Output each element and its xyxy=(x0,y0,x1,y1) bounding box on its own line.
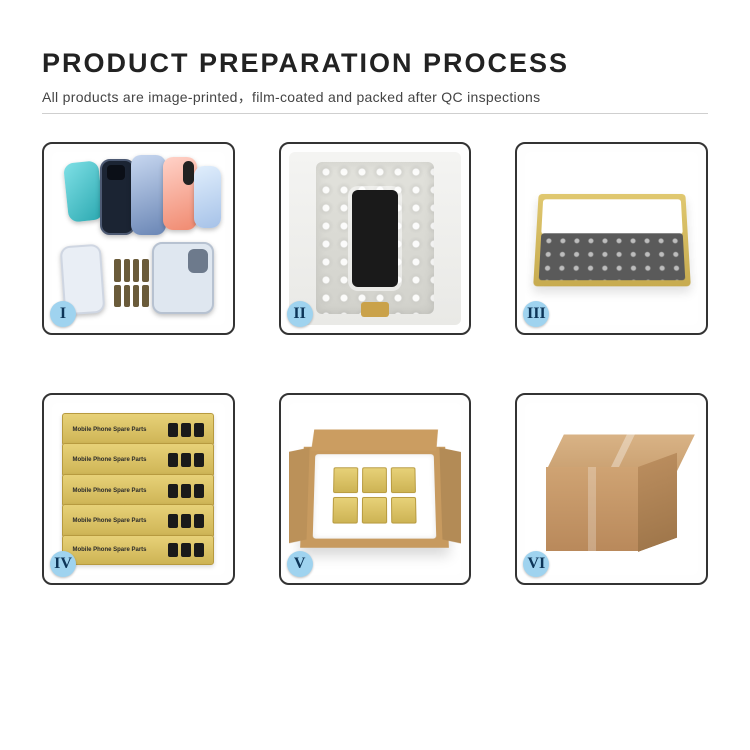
step-badge-1: I xyxy=(50,301,76,327)
box-stack-icon: Mobile Phone Spare Parts Mobile Phone Sp… xyxy=(62,413,214,565)
step-illustration-6 xyxy=(525,403,698,576)
step-badge-2: II xyxy=(287,301,313,327)
step-illustration-1 xyxy=(52,152,225,325)
carton-flap-icon xyxy=(289,448,310,547)
phone-disassembled-icon xyxy=(152,242,214,315)
box-label: Mobile Phone Spare Parts xyxy=(72,488,146,494)
wrapped-screen-icon xyxy=(352,190,399,287)
sealed-carton-icon xyxy=(546,430,677,551)
box-label: Mobile Phone Spare Parts xyxy=(72,427,146,433)
phone-slim-icon xyxy=(194,166,222,228)
step-badge-5: V xyxy=(287,551,313,577)
parts-box-open-icon xyxy=(533,194,691,286)
header-divider xyxy=(42,113,708,114)
infographic-root: PRODUCT PREPARATION PROCESS All products… xyxy=(0,0,750,585)
step-cell-4: Mobile Phone Spare Parts Mobile Phone Sp… xyxy=(42,393,235,586)
step-cell-1: I xyxy=(42,142,235,335)
stacked-box: Mobile Phone Spare Parts xyxy=(62,504,214,537)
phone-screen-icon xyxy=(131,155,166,234)
step-badge-3: III xyxy=(523,301,549,327)
box-label: Mobile Phone Spare Parts xyxy=(72,547,146,553)
page-subtitle: All products are image-printed，film-coat… xyxy=(42,87,708,107)
phone-back-icon xyxy=(100,159,135,235)
stacked-box: Mobile Phone Spare Parts xyxy=(62,535,214,565)
step-cell-6: VI xyxy=(515,393,708,586)
packed-boxes-icon xyxy=(333,468,417,524)
small-parts-icon xyxy=(114,259,149,307)
carton-flap-icon xyxy=(311,430,437,451)
step-illustration-5 xyxy=(289,403,462,576)
process-grid: I II III Mobile Phone Sp xyxy=(42,142,708,585)
foam-insert-icon xyxy=(313,455,437,539)
stacked-box: Mobile Phone Spare Parts xyxy=(62,474,214,507)
step-illustration-2 xyxy=(289,152,462,325)
bubble-wrap-icon xyxy=(316,162,433,314)
open-carton-icon xyxy=(301,447,450,548)
page-title: PRODUCT PREPARATION PROCESS xyxy=(42,48,708,79)
box-label: Mobile Phone Spare Parts xyxy=(72,518,146,524)
step-illustration-3 xyxy=(525,152,698,325)
stacked-box: Mobile Phone Spare Parts xyxy=(62,443,214,476)
flex-cable-icon xyxy=(361,302,389,317)
step-cell-5: V xyxy=(279,393,472,586)
step-cell-2: II xyxy=(279,142,472,335)
stacked-box: Mobile Phone Spare Parts xyxy=(62,413,214,446)
carton-flap-icon xyxy=(440,448,461,547)
phone-case-icon xyxy=(63,161,103,223)
carton-side-icon xyxy=(638,452,677,551)
box-label: Mobile Phone Spare Parts xyxy=(72,457,146,463)
phone-camera-icon xyxy=(163,157,198,230)
step-cell-3: III xyxy=(515,142,708,335)
step-illustration-4: Mobile Phone Spare Parts Mobile Phone Sp… xyxy=(52,403,225,576)
carton-front-icon xyxy=(546,467,638,552)
